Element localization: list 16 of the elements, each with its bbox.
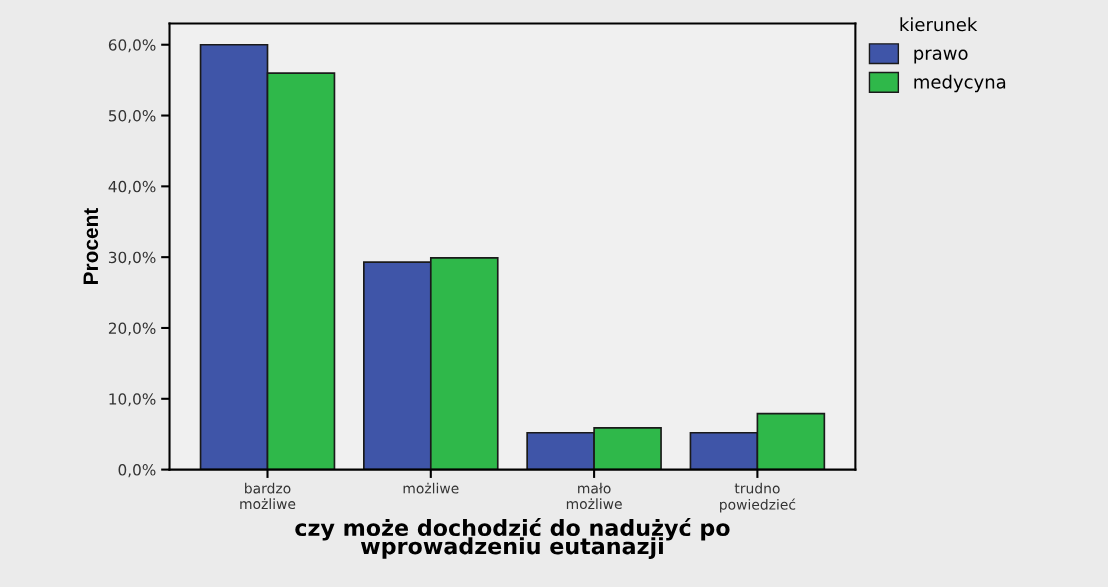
legend-label: prawo <box>914 49 968 64</box>
x-axis-title: czy może dochodzić do nadużyć po wprowadzeniu eutanazji <box>295 518 730 559</box>
x-tick-label: możliwe <box>403 482 459 494</box>
x-tick-label: bardzo możliwe <box>240 482 296 510</box>
y-tick-label: 50,0% <box>108 110 156 124</box>
y-tick-label: 0,0% <box>118 464 156 478</box>
y-tick-label: 20,0% <box>108 322 156 336</box>
legend-title: kierunek <box>900 17 978 32</box>
y-tick-label: 10,0% <box>109 393 156 407</box>
y-tick-label: 40,0% <box>108 180 156 194</box>
y-tick-label: 60,0% <box>108 39 156 53</box>
x-tick-label: mało możliwe <box>566 482 622 510</box>
y-axis-title: Procent <box>83 208 99 284</box>
legend-label: medycyna <box>914 74 1006 93</box>
y-tick-label: 30,0% <box>108 251 156 265</box>
x-tick-label: trudno powiedzieć <box>720 482 796 513</box>
